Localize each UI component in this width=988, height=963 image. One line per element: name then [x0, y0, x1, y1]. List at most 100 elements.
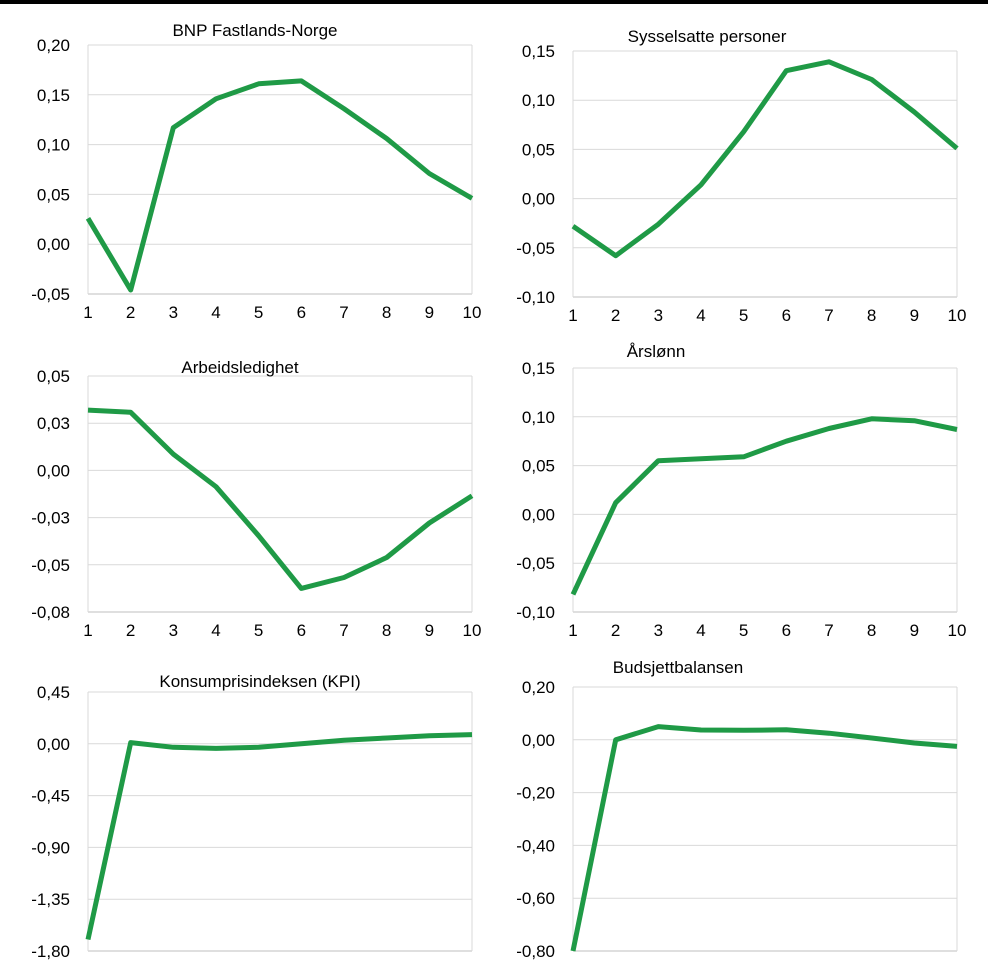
x-tick-label: 3 [654, 621, 663, 640]
x-tick-label: 2 [126, 960, 135, 963]
y-tick-label: 0,10 [522, 91, 555, 110]
y-tick-label: -0,40 [516, 836, 555, 855]
x-tick-label: 10 [948, 306, 967, 325]
x-tick-label: 5 [254, 960, 263, 963]
x-tick-label: 10 [948, 621, 967, 640]
x-tick-label: 5 [254, 303, 263, 322]
x-tick-label: 2 [611, 960, 620, 963]
y-tick-label: -0,05 [516, 554, 555, 573]
y-tick-label: 0,20 [37, 36, 70, 55]
y-tick-label: -1,35 [31, 890, 70, 909]
y-tick-label: 0,10 [37, 136, 70, 155]
x-tick-label: 3 [654, 960, 663, 963]
x-tick-label: 5 [254, 621, 263, 640]
x-tick-label: 6 [297, 960, 306, 963]
x-tick-label: 8 [867, 306, 876, 325]
chart-title: Årslønn [627, 342, 686, 361]
x-tick-label: 3 [654, 306, 663, 325]
x-tick-label: 4 [696, 306, 705, 325]
x-tick-label: 3 [169, 960, 178, 963]
y-tick-label: 0,20 [522, 678, 555, 697]
x-tick-label: 7 [339, 303, 348, 322]
y-tick-label: -0,10 [516, 288, 555, 307]
chart-title: Arbeidsledighet [181, 358, 298, 377]
chart-title: BNP Fastlands-Norge [172, 21, 337, 40]
x-tick-label: 5 [739, 621, 748, 640]
y-tick-label: -0,05 [31, 556, 70, 575]
y-tick-label: -0,10 [516, 603, 555, 622]
x-tick-label: 7 [339, 621, 348, 640]
x-tick-label: 5 [739, 960, 748, 963]
y-tick-label: 0,15 [37, 86, 70, 105]
y-tick-label: -0,90 [31, 838, 70, 857]
x-tick-label: 9 [425, 960, 434, 963]
y-tick-label: -0,45 [31, 787, 70, 806]
x-tick-label: 2 [126, 621, 135, 640]
y-tick-label: 0,00 [37, 235, 70, 254]
chart-panel-1: -0,05 0,00 0,05 0,10 0,15 0,20 1 2 3 4 5 6 7 8 9 10 BNP … [31, 21, 481, 322]
x-tick-label: 7 [339, 960, 348, 963]
y-tick-label: -1,80 [31, 942, 70, 961]
x-tick-label: 8 [382, 303, 391, 322]
chart-panel-4: -0,10 -0,05 0,00 0,05 0,10 0,15 1 2 3 4 5 6 7 8 9 10 Års… [516, 342, 966, 640]
x-tick-label: 1 [568, 306, 577, 325]
x-tick-label: 10 [463, 303, 482, 322]
y-tick-label: 0,05 [522, 140, 555, 159]
y-tick-label: 0,45 [37, 683, 70, 702]
x-tick-label: 6 [297, 621, 306, 640]
x-tick-label: 9 [425, 621, 434, 640]
x-tick-label: 4 [211, 960, 220, 963]
x-tick-label: 4 [211, 303, 220, 322]
chart-panel-2: -0,10 -0,05 0,00 0,05 0,10 0,15 1 2 3 4 5 6 7 8 9 10 Sys… [516, 27, 966, 325]
x-tick-label: 4 [696, 960, 705, 963]
x-tick-label: 6 [297, 303, 306, 322]
series-line [87, 407, 474, 591]
x-tick-label: 1 [83, 303, 92, 322]
x-tick-label: 3 [169, 303, 178, 322]
y-tick-label: 0,05 [37, 185, 70, 204]
y-tick-label: 0,00 [522, 731, 555, 750]
top-rule [0, 0, 988, 4]
series-line [85, 732, 473, 941]
y-tick-label: 0,10 [522, 408, 555, 427]
x-tick-label: 2 [126, 303, 135, 322]
y-tick-label: 0,00 [37, 461, 70, 480]
x-tick-label: 8 [382, 960, 391, 963]
series-line [571, 59, 959, 259]
y-tick-label: -0,80 [516, 942, 555, 961]
y-tick-label: -0,20 [516, 784, 555, 803]
x-tick-label: 8 [382, 621, 391, 640]
x-tick-label: 4 [211, 621, 220, 640]
y-tick-label: -0,60 [516, 889, 555, 908]
x-tick-label: 10 [463, 621, 482, 640]
chart-panel-6: -0,80 -0,60 -0,40 -0,20 0,00 0,20 1 2 3 4 5 6 7 8 9 10 B… [516, 658, 966, 963]
x-tick-label: 1 [568, 621, 577, 640]
series-line [570, 724, 958, 952]
x-tick-label: 2 [611, 306, 620, 325]
x-tick-label: 9 [910, 306, 919, 325]
chart-title: Sysselsatte personer [628, 27, 787, 46]
x-tick-label: 7 [824, 621, 833, 640]
y-tick-label: 0,15 [522, 42, 555, 61]
y-tick-label: 0,00 [37, 735, 70, 754]
x-tick-label: 6 [782, 621, 791, 640]
x-tick-label: 6 [782, 306, 791, 325]
x-tick-label: 10 [463, 960, 482, 963]
chart-panel-5: -1,80 -1,35 -0,90 -0,45 0,00 0,45 1 2 3 4 5 6 7 8 9 10 K… [31, 672, 481, 963]
y-tick-label: -0,08 [31, 603, 70, 622]
x-tick-label: 8 [867, 621, 876, 640]
x-tick-label: 1 [83, 960, 92, 963]
series-line [570, 416, 958, 596]
chart-title: Budsjettbalansen [613, 658, 743, 677]
series-line [85, 78, 474, 293]
x-tick-label: 6 [782, 960, 791, 963]
x-tick-label: 1 [568, 960, 577, 963]
y-tick-label: 0,00 [522, 190, 555, 209]
y-tick-label: 0,00 [522, 505, 555, 524]
y-tick-label: 0,05 [522, 457, 555, 476]
y-tick-label: -0,05 [516, 239, 555, 258]
x-tick-label: 4 [696, 621, 705, 640]
x-tick-label: 5 [739, 306, 748, 325]
x-tick-label: 9 [910, 960, 919, 963]
